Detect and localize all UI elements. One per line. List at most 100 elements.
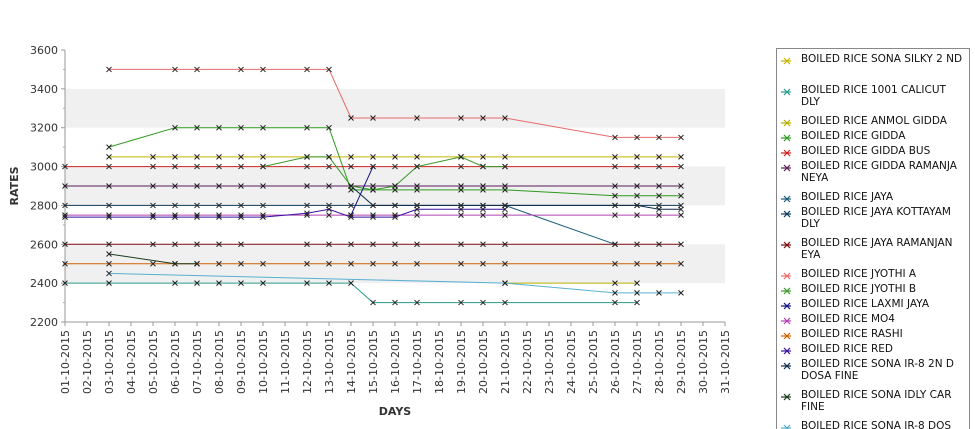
data-point-marker <box>370 187 376 193</box>
data-point-marker <box>150 154 156 160</box>
data-point-marker <box>348 183 354 189</box>
data-point-marker <box>106 163 112 170</box>
data-point-marker <box>656 290 662 296</box>
x-tick-label: 18-10-2015 <box>433 330 446 394</box>
legend-item: BOILED RICE JYOTHI B <box>781 283 967 298</box>
data-point-marker <box>62 183 68 189</box>
data-point-marker <box>304 202 310 209</box>
data-point-marker <box>260 183 266 189</box>
data-point-marker <box>172 163 178 170</box>
data-point-marker <box>370 241 376 248</box>
data-point-marker <box>348 115 354 121</box>
data-point-marker <box>502 163 508 170</box>
data-point-marker <box>370 214 376 220</box>
data-point-marker <box>678 192 684 199</box>
legend-item: BOILED RICE ANMOL GIDDA <box>781 115 967 130</box>
x-tick-label: 22-10-2015 <box>521 330 534 394</box>
data-point-marker <box>106 66 112 73</box>
data-point-marker <box>260 124 266 131</box>
legend-swatch-icon <box>781 164 791 172</box>
data-point-marker <box>502 154 508 160</box>
x-tick-label: 06-10-2015 <box>169 330 182 394</box>
data-point-marker <box>304 154 310 160</box>
data-point-marker <box>106 154 112 160</box>
legend-label: BOILED RICE SONA SILKY 2 ND <box>801 53 963 65</box>
x-tick-label: 15-10-2015 <box>367 330 380 394</box>
x-tick-label: 02-10-2015 <box>81 330 94 394</box>
data-point-marker <box>370 260 376 267</box>
legend-item: BOILED RICE SONA SILKY 2 ND <box>781 53 967 84</box>
data-point-marker <box>502 260 508 267</box>
data-point-marker <box>480 115 486 121</box>
data-point-marker <box>348 260 354 267</box>
legend-swatch-icon <box>781 119 791 127</box>
series-line <box>504 204 616 245</box>
y-tick-label: 2800 <box>30 199 58 212</box>
data-point-marker <box>480 260 486 267</box>
series-line <box>108 272 681 294</box>
data-point-marker <box>106 183 112 189</box>
data-point-marker <box>458 115 464 121</box>
data-point-marker <box>458 163 464 170</box>
data-point-marker <box>480 154 486 160</box>
series-group <box>260 154 508 193</box>
data-point-marker <box>348 280 354 286</box>
data-point-marker <box>480 163 486 170</box>
data-point-marker <box>348 241 354 248</box>
data-point-marker <box>502 183 508 189</box>
data-point-marker <box>502 241 508 248</box>
legend-label: BOILED RICE JAYA KOTTAYAM DLY <box>801 206 951 230</box>
data-point-marker <box>348 202 354 209</box>
data-point-marker <box>656 134 662 141</box>
legend-item: BOILED RICE GIDDA <box>781 130 967 145</box>
data-point-marker <box>194 260 200 267</box>
data-point-marker <box>260 214 266 220</box>
data-point-marker <box>304 241 310 248</box>
series-line <box>65 208 505 218</box>
series-line <box>262 156 505 191</box>
data-point-marker <box>304 163 310 170</box>
series-group <box>348 183 684 213</box>
legend-label: BOILED RICE SONA IR-8 DOS <box>801 420 952 429</box>
data-point-marker <box>238 241 244 248</box>
y-tick-label: 2200 <box>30 316 58 329</box>
data-point-marker <box>678 134 684 141</box>
y-tick-label: 3000 <box>30 161 58 174</box>
series-group <box>502 202 618 248</box>
data-point-marker <box>370 115 376 121</box>
legend-swatch-icon <box>781 287 791 295</box>
legend-label: BOILED RICE RED <box>801 343 893 355</box>
series-group <box>106 66 684 141</box>
data-point-marker <box>62 214 68 220</box>
legend-swatch-icon <box>781 149 791 157</box>
y-axis-ticks: 2200 2400 2600 2800 3000 3200 3400 3600 <box>30 44 65 329</box>
data-point-marker <box>612 260 618 267</box>
legend-label: BOILED RICE JAYA <box>801 191 894 203</box>
data-point-marker <box>502 115 508 121</box>
data-point-marker <box>392 241 398 248</box>
data-point-marker <box>480 183 486 189</box>
x-tick-label: 07-10-2015 <box>191 330 204 394</box>
data-point-marker <box>612 154 618 160</box>
data-point-marker <box>238 66 244 73</box>
legend-item: BOILED RICE MO4 <box>781 313 967 328</box>
data-point-marker <box>502 299 508 306</box>
data-point-marker <box>634 212 640 218</box>
x-tick-label: 21-10-2015 <box>499 330 512 394</box>
data-point-marker <box>370 202 376 209</box>
data-point-marker <box>392 202 398 209</box>
data-point-marker <box>62 202 68 209</box>
x-tick-label: 13-10-2015 <box>323 330 336 394</box>
data-point-marker <box>502 202 508 209</box>
legend-swatch-icon <box>781 362 791 370</box>
data-point-marker <box>392 214 398 220</box>
legend-label: BOILED RICE JAYA RAMANJAN EYA <box>801 237 953 261</box>
data-point-marker <box>392 163 398 170</box>
data-point-marker <box>326 241 332 248</box>
legend-item: BOILED RICE SONA IR-8 DOS <box>781 420 967 429</box>
x-tick-label: 09-10-2015 <box>235 330 248 394</box>
data-point-marker <box>172 124 178 131</box>
data-point-marker <box>502 280 508 286</box>
data-point-marker <box>194 214 200 220</box>
data-point-marker <box>172 154 178 160</box>
